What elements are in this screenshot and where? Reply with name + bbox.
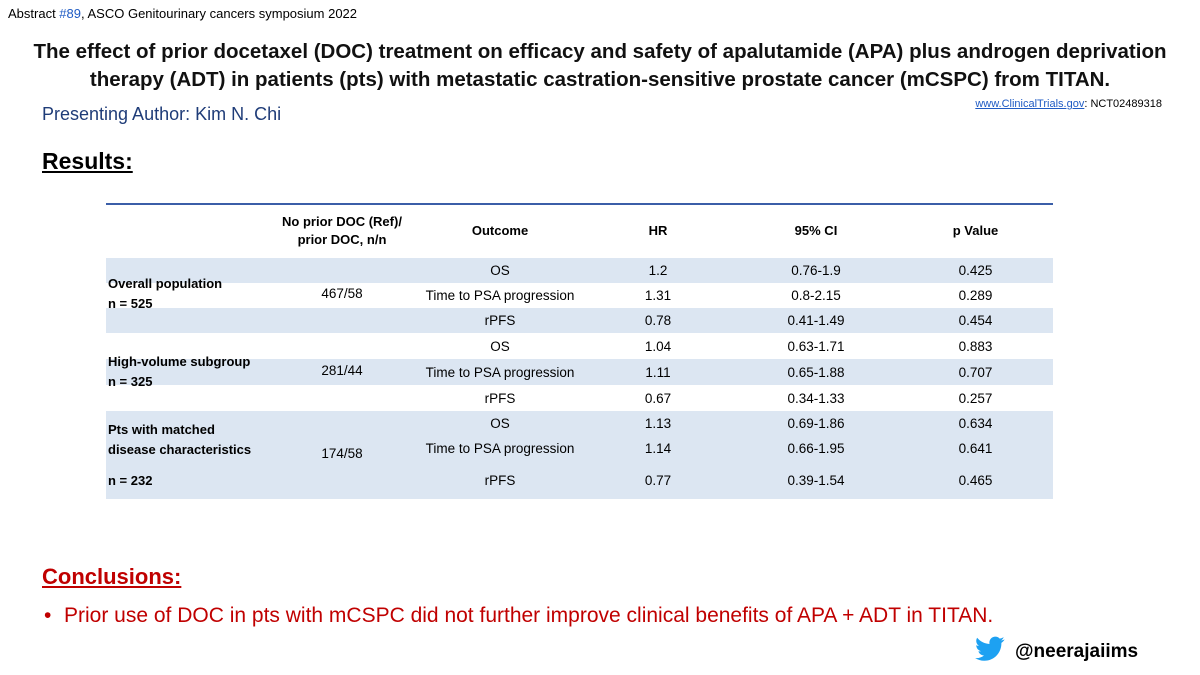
conclusion-item: • Prior use of DOC in pts with mCSPC did… (44, 604, 993, 628)
p-cell: 0.883 (958, 338, 993, 354)
hr-cell: 0.78 (644, 313, 672, 328)
conclusions-heading: Conclusions: (42, 564, 182, 589)
table-row: Time to PSA progression 1.14 0.66-1.95 0… (106, 436, 1053, 461)
presenting-author: Presenting Author: Kim N. Chi (42, 104, 282, 124)
outcome-cell: rPFS (484, 390, 516, 406)
twitter-handle[interactable]: @neerajaiims (1015, 640, 1139, 662)
header-ratio: No prior DOC (Ref)/ prior DOC, n/n (266, 205, 418, 256)
table-row: Time to PSA progression 1.31 0.8-2.15 0.… (106, 283, 1053, 308)
twitter-bird-icon (975, 636, 1005, 667)
p-cell: 0.634 (958, 416, 993, 431)
table-row: OS 1.13 0.69-1.86 0.634 (106, 411, 1053, 436)
abstract-number: #89 (59, 6, 81, 21)
p-cell: 0.641 (958, 441, 993, 456)
ci-cell: 0.41-1.49 (787, 313, 845, 328)
title-line-1: The effect of prior docetaxel (DOC) trea… (33, 40, 1167, 63)
page-title: The effect of prior docetaxel (DOC) trea… (20, 38, 1180, 94)
outcome-cell: Time to PSA progression (425, 288, 575, 303)
header-ratio-line-2: prior DOC, n/n (297, 231, 387, 247)
table-header: No prior DOC (Ref)/ prior DOC, n/n Outcom… (106, 205, 1053, 256)
hr-cell: 1.2 (648, 263, 668, 278)
group-n: n = 525 (108, 296, 153, 311)
ci-cell: 0.69-1.86 (787, 416, 845, 431)
trial-id: : NCT02489318 (1084, 98, 1162, 110)
group-label-line: Overall population (108, 276, 223, 291)
outcome-cell: rPFS (484, 472, 516, 488)
outcome-cell: Time to PSA progression (425, 441, 575, 456)
ci-cell: 0.65-1.88 (787, 364, 845, 380)
group-label-line: disease characteristics (108, 442, 252, 457)
results-table: No prior DOC (Ref)/ prior DOC, n/n Outcom… (106, 203, 1053, 504)
abstract-prefix: Abstract (8, 6, 60, 21)
table-row: Time to PSA progression 1.11 0.65-1.88 0… (106, 359, 1053, 385)
hr-cell: 0.67 (644, 390, 672, 406)
ci-cell: 0.63-1.71 (787, 338, 845, 354)
p-cell: 0.465 (958, 472, 993, 488)
table-row: rPFS 0.77 0.39-1.54 0.465 (106, 461, 1053, 499)
header-outcome: Outcome (471, 222, 529, 238)
hr-cell: 0.77 (644, 472, 672, 488)
twitter-handle-block: @neerajaiims (975, 636, 1138, 667)
bullet-icon: • (44, 604, 52, 627)
abstract-line: Abstract #89, ASCO Genitourinary cancers… (8, 6, 357, 21)
clinicaltrials-link[interactable]: www.ClinicalTrials.gov (975, 98, 1085, 110)
group-n: n = 325 (108, 374, 153, 389)
p-cell: 0.257 (958, 390, 993, 406)
p-cell: 0.425 (958, 263, 993, 278)
header-hr: HR (648, 222, 668, 238)
header-p: p Value (952, 222, 999, 238)
hr-cell: 1.31 (644, 288, 672, 303)
group-label-line: Pts with matched (108, 422, 215, 437)
hr-cell: 1.14 (644, 441, 672, 456)
outcome-cell: Time to PSA progression (425, 364, 575, 380)
group-ratio: 281/44 (321, 363, 363, 378)
title-line-2: therapy (ADT) in patients (pts) with met… (89, 68, 1111, 91)
table-row: rPFS 0.78 0.41-1.49 0.454 (106, 308, 1053, 333)
ci-cell: 0.76-1.9 (791, 263, 841, 278)
abstract-suffix: , ASCO Genitourinary cancers symposium 2… (81, 6, 358, 21)
header-ratio-line-1: No prior DOC (Ref)/ (282, 213, 402, 229)
outcome-cell: OS (490, 263, 510, 278)
hr-cell: 1.11 (645, 364, 671, 380)
group-n-matched: n = 232 (108, 471, 152, 491)
trial-reference: www.ClinicalTrials.gov: NCT02489318 (975, 98, 1162, 110)
p-cell: 0.707 (958, 364, 993, 380)
header-ci: 95% CI (794, 222, 838, 238)
group-label-high-volume: High-volume subgroup n = 325 (108, 352, 250, 392)
table-row: rPFS 0.67 0.34-1.33 0.257 (106, 385, 1053, 411)
group-ratio: 467/58 (321, 286, 363, 301)
group-ratio: 174/58 (321, 446, 363, 461)
table-body: OS 1.2 0.76-1.9 0.425 Time to PSA progre… (106, 256, 1053, 504)
hr-cell: 1.13 (644, 416, 672, 431)
hr-cell: 1.04 (644, 338, 672, 354)
ci-cell: 0.66-1.95 (787, 441, 845, 456)
p-cell: 0.454 (958, 313, 993, 328)
results-heading: Results: (42, 148, 133, 174)
table-row: OS 1.04 0.63-1.71 0.883 (106, 333, 1053, 359)
group-n: n = 232 (108, 473, 153, 488)
outcome-cell: OS (490, 338, 510, 354)
group-label-overall: Overall population n = 525 (108, 274, 222, 314)
outcome-cell: OS (490, 416, 510, 431)
p-cell: 0.289 (958, 288, 993, 303)
conclusion-text: Prior use of DOC in pts with mCSPC did n… (64, 604, 994, 627)
outcome-cell: rPFS (484, 313, 516, 328)
ci-cell: 0.39-1.54 (787, 472, 845, 488)
group-label-matched: Pts with matched disease characteristics (108, 420, 251, 460)
ci-cell: 0.8-2.15 (791, 288, 841, 303)
table-row: OS 1.2 0.76-1.9 0.425 (106, 258, 1053, 283)
ci-cell: 0.34-1.33 (787, 390, 845, 406)
group-label-line: High-volume subgroup (108, 354, 251, 369)
twitter-bird-svg (975, 636, 1005, 661)
